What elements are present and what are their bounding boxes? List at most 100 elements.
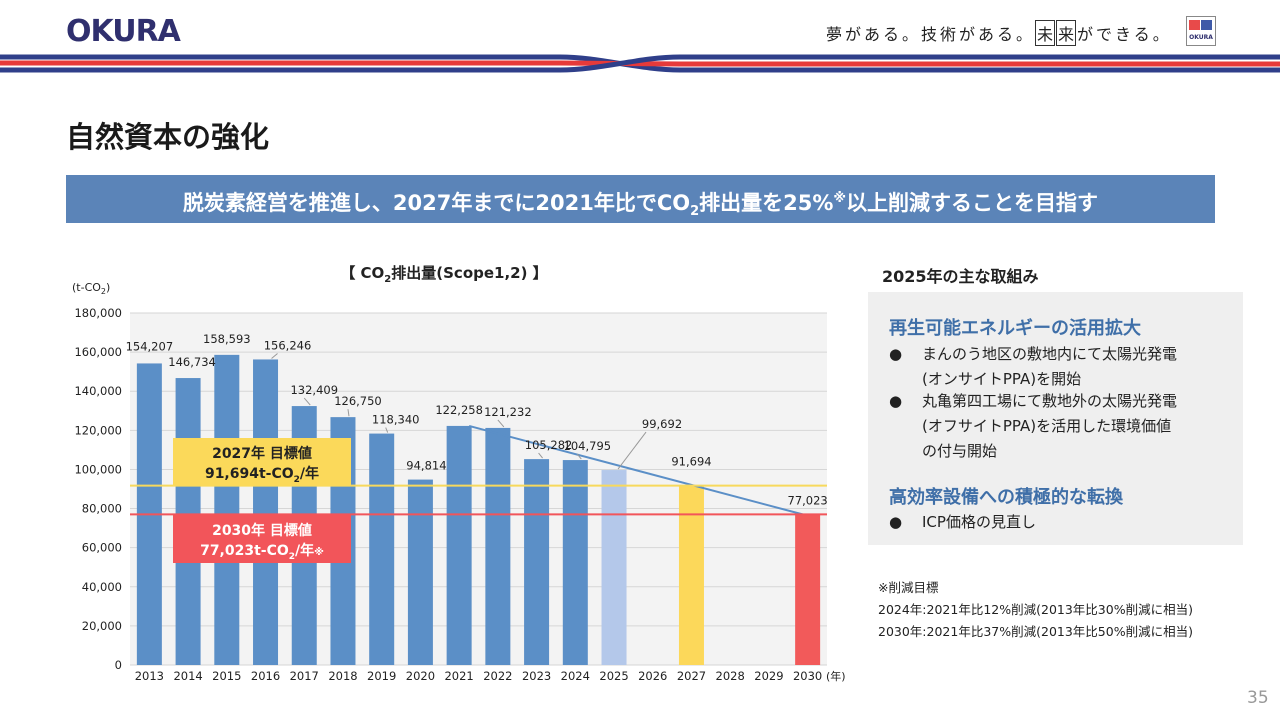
value-label-2014: 146,734 — [168, 355, 216, 369]
notes-line: 2024年:2021年比12%削減(2013年比30%削減に相当) — [878, 602, 1193, 617]
target-label-box-2030 — [173, 515, 351, 563]
bullet-dot-icon: ● — [889, 513, 903, 531]
banner-note-mark: ※ — [833, 191, 847, 206]
bar-2023 — [524, 459, 550, 665]
bullet-line: (オンサイトPPA)を開始 — [922, 370, 1082, 388]
value-label-2016: 156,246 — [264, 338, 312, 352]
leader-line — [271, 353, 278, 359]
y-tick-label: 80,000 — [82, 502, 122, 516]
x-tick-label: 2030 — [793, 669, 822, 683]
page-title: 自然資本の強化 — [66, 120, 270, 154]
x-tick-label: 2015 — [212, 669, 241, 683]
value-label-2018: 126,750 — [334, 394, 382, 408]
tagline: 夢がある。技術がある。未来ができる。 — [826, 20, 1172, 46]
y-tick-label: 0 — [115, 658, 122, 672]
bar-2024 — [562, 460, 588, 665]
target-label-line1: 2027年 目標値 — [212, 445, 312, 462]
x-tick-label: 2029 — [754, 669, 783, 683]
y-tick-label: 40,000 — [82, 580, 122, 594]
x-tick-label: 2018 — [328, 669, 357, 683]
y-tick-label: 120,000 — [74, 423, 122, 437]
value-label-2019: 118,340 — [372, 413, 420, 427]
leader-line — [576, 453, 582, 460]
x-tick-label: 2025 — [599, 669, 628, 683]
target-label-line2: 91,694t-CO2/年 — [205, 465, 319, 485]
okura-logo: OKURA — [66, 14, 181, 49]
bar-2025 — [601, 470, 627, 665]
tagline-prefix: 夢がある。技術がある。 — [826, 25, 1036, 44]
value-label-2013: 154,207 — [126, 339, 174, 353]
value-label-2020: 94,814 — [406, 459, 446, 473]
leader-line — [538, 452, 543, 459]
bar-2021 — [446, 425, 472, 665]
value-label-2027: 91,694 — [671, 455, 711, 469]
leader-line — [617, 431, 647, 470]
section-title-renewables: 再生可能エネルギーの活用拡大 — [889, 318, 1141, 339]
section-title-efficiency: 高効率設備への積極的な転換 — [889, 487, 1123, 508]
reduction-notes: ※削減目標 2024年:2021年比12%削減(2013年比30%削減に相当) … — [878, 577, 1193, 643]
header-stripes — [0, 54, 1280, 73]
bullet-line: の付与開始 — [922, 442, 998, 460]
side-title: 2025年の主な取組み — [882, 267, 1039, 286]
target-label-line2: 77,023t-CO2/年※ — [200, 542, 324, 562]
leader-line — [303, 397, 311, 406]
value-label-2024: 104,795 — [564, 439, 612, 453]
bar-2019 — [369, 433, 395, 665]
x-tick-label: 2024 — [561, 669, 590, 683]
x-tick-label: 2021 — [444, 669, 473, 683]
target-label-box-2027 — [173, 438, 351, 486]
bar-2030 — [795, 514, 821, 665]
x-tick-label: 2026 — [638, 669, 667, 683]
banner-text-1: 脱炭素経営を推進し、2027年までに2021年比でCO — [182, 191, 691, 215]
value-label-2017: 132,409 — [290, 383, 338, 397]
tagline-box-char-2: 来 — [1056, 20, 1077, 46]
x-tick-label: 2016 — [251, 669, 280, 683]
y-tick-label: 100,000 — [74, 462, 122, 476]
bullet-line: (オフサイトPPA)を活用した環境価値 — [922, 417, 1172, 435]
headline-banner: 脱炭素経営を推進し、2027年までに2021年比でCO2排出量を25%※以上削減… — [66, 175, 1215, 223]
value-label-2015: 158,593 — [203, 332, 251, 346]
co2-emissions-chart: 【 CO2排出量(Scope1,2) 】 (t-CO2) 0 20,000 40,0… — [72, 264, 846, 683]
trend-line — [468, 424, 803, 516]
x-tick-label: 2014 — [173, 669, 202, 683]
chart-title: 【 CO2排出量(Scope1,2) 】 — [340, 264, 547, 285]
initiatives-box: 再生可能エネルギーの活用拡大 ● まんのう地区の敷地内にて太陽光発電 (オンサイ… — [868, 292, 1243, 545]
bullet-line: 丸亀第四工場にて敷地外の太陽光発電 — [922, 392, 1178, 410]
x-tick-label: 2019 — [367, 669, 396, 683]
x-tick-label: 2027 — [677, 669, 706, 683]
y-tick-label: 140,000 — [74, 384, 122, 398]
target-label-line1: 2030年 目標値 — [212, 522, 312, 539]
tagline-box-char-1: 未 — [1035, 20, 1056, 46]
x-tick-label: 2023 — [522, 669, 551, 683]
y-tick-label: 160,000 — [74, 345, 122, 359]
x-tick-label: 2013 — [135, 669, 164, 683]
leader-line — [347, 409, 350, 417]
banner-text-3: 以上削減することを目指す — [846, 191, 1099, 215]
y-tick-label: 60,000 — [82, 541, 122, 555]
bullet-dot-icon: ● — [889, 345, 903, 363]
y-tick-label: 180,000 — [74, 306, 122, 320]
leader-line — [497, 419, 505, 428]
value-label-2025: 99,692 — [642, 417, 682, 431]
x-tick-label: 2022 — [483, 669, 512, 683]
value-label-2030: 77,023 — [788, 493, 828, 507]
x-axis-unit-label: (年) — [826, 669, 846, 683]
value-label-2021: 122,258 — [435, 403, 483, 417]
bar-2027 — [678, 485, 704, 665]
value-label-2023: 105,282 — [525, 438, 573, 452]
x-tick-label: 2020 — [406, 669, 435, 683]
bar-2015 — [214, 354, 240, 665]
x-tick-label: 2017 — [290, 669, 319, 683]
y-tick-label: 20,000 — [82, 619, 122, 633]
tagline-suffix: ができる。 — [1077, 25, 1172, 44]
value-label-2022: 121,232 — [484, 405, 532, 419]
x-tick-label: 2028 — [716, 669, 745, 683]
banner-subscript: 2 — [690, 204, 700, 220]
page-number: 35 — [1247, 688, 1269, 708]
bar-2022 — [485, 427, 511, 665]
banner-text-2: 排出量を25% — [699, 191, 834, 215]
notes-line: 2030年:2021年比37%削減(2013年比50%削減に相当) — [878, 624, 1193, 639]
notes-title: ※削減目標 — [878, 580, 939, 595]
bullet-line: ICP価格の見直し — [922, 513, 1036, 531]
mini-logo-icon: OKURA — [1186, 16, 1216, 46]
